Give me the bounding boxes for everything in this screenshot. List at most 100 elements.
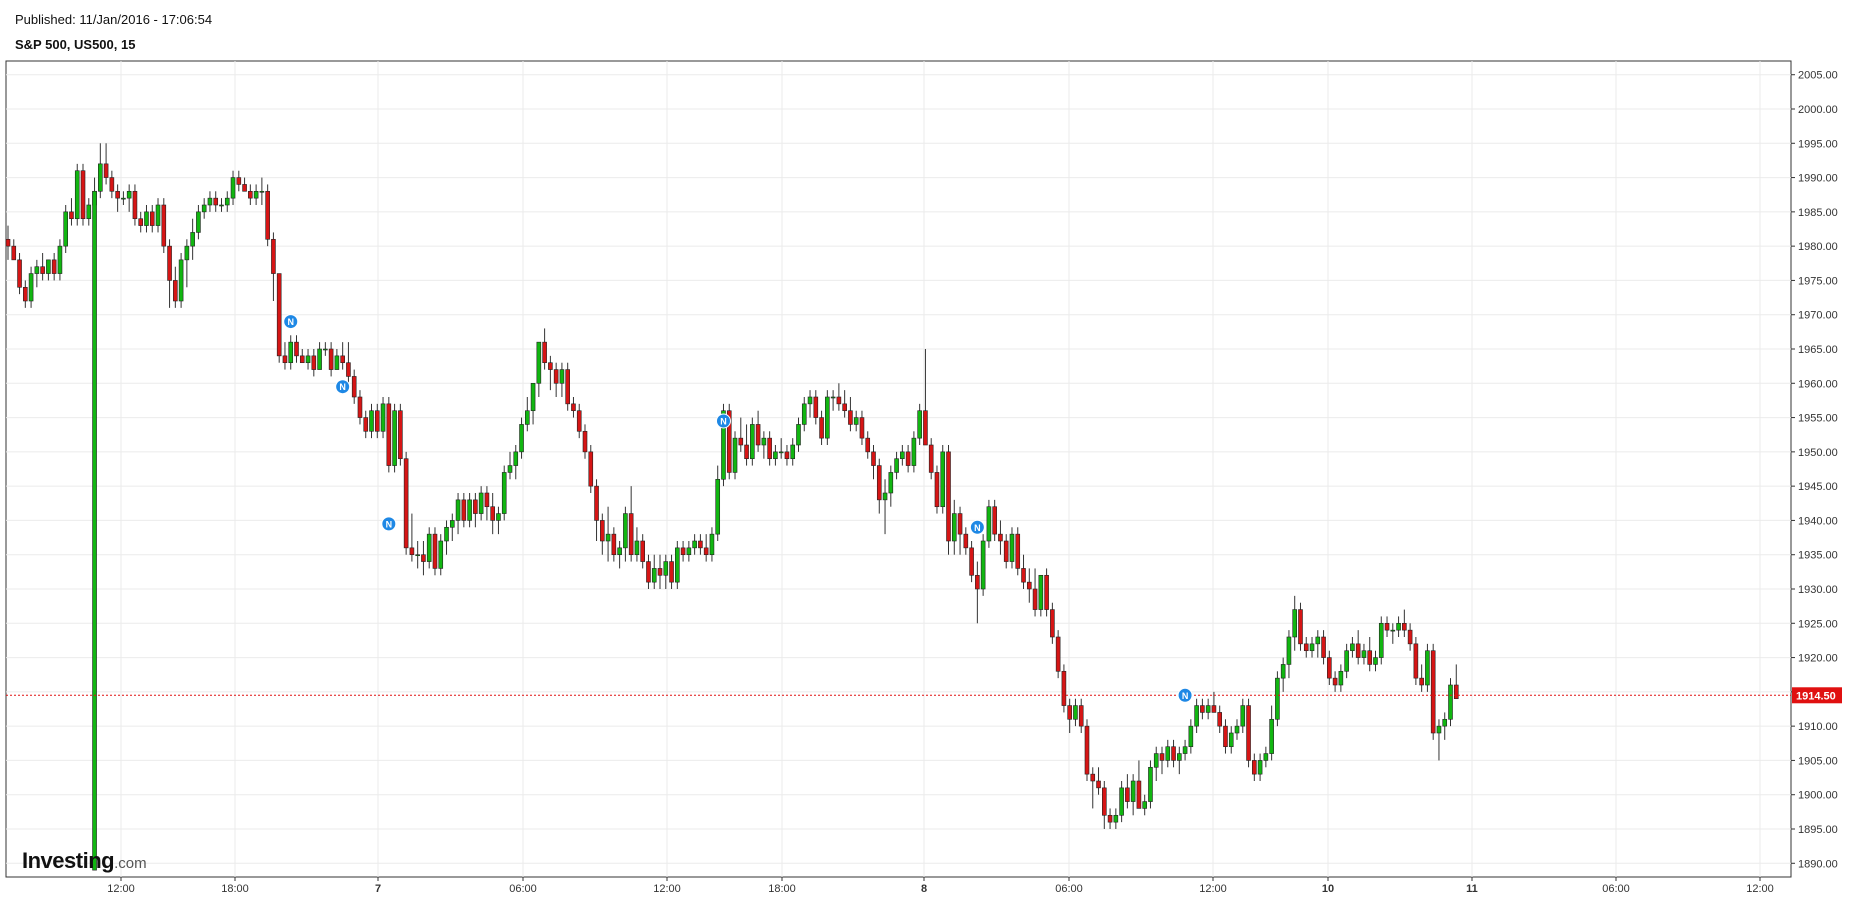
current-price-label: 1914.50 <box>1796 690 1836 702</box>
candle-body <box>253 190 259 199</box>
candle-body <box>871 451 876 466</box>
x-tick-label: 12:00 <box>1746 883 1774 895</box>
candle-body <box>1032 588 1038 610</box>
candle-body <box>351 376 357 398</box>
candle-body <box>848 410 853 425</box>
candle-body <box>1130 780 1136 802</box>
candle-body <box>565 369 570 405</box>
x-tick-label: 06:00 <box>1602 883 1630 895</box>
candle-body <box>1194 705 1199 727</box>
news-marker-label: N <box>1182 691 1189 701</box>
candle-body <box>1084 725 1090 775</box>
y-tick-label: 2000.00 <box>1798 104 1838 116</box>
candle-body <box>374 410 380 432</box>
candle-body <box>1234 725 1240 734</box>
candle-body <box>207 197 213 206</box>
candle-body <box>755 424 761 446</box>
x-tick-label: 11 <box>1466 883 1478 895</box>
news-marker-icon[interactable] <box>283 314 299 330</box>
candle-body <box>819 417 824 439</box>
candle-body <box>940 451 946 508</box>
candle-body <box>219 204 224 207</box>
x-tick-label: 18:00 <box>768 883 796 895</box>
candle-body <box>1309 643 1315 652</box>
candle-body <box>23 286 28 302</box>
x-tick-label: 12:00 <box>653 883 681 895</box>
candle-body <box>536 341 542 384</box>
candle-body <box>294 341 299 357</box>
candle-body <box>946 451 951 542</box>
grid <box>6 61 1791 877</box>
candle-body <box>1096 780 1101 789</box>
candle-body <box>605 533 611 542</box>
candle-body <box>317 348 322 370</box>
candle-body <box>1263 753 1269 761</box>
candle-body <box>438 540 444 569</box>
candle-body <box>196 211 201 233</box>
candle-body <box>963 533 969 549</box>
candle-body <box>1327 657 1332 679</box>
candle-body <box>703 547 709 556</box>
news-marker-label: N <box>339 382 346 392</box>
candle-body <box>299 355 305 364</box>
news-markers[interactable]: N N N N N N <box>283 314 1193 703</box>
current-price-badge <box>1792 687 1842 704</box>
candle-body <box>692 540 697 549</box>
news-marker-icon[interactable] <box>1177 687 1193 703</box>
candle-body <box>998 533 1003 542</box>
candle-body <box>600 520 605 542</box>
candle-body <box>224 197 230 206</box>
candle-body <box>1211 705 1217 713</box>
candle-body <box>698 540 703 549</box>
candle-body <box>524 410 530 425</box>
candle-body <box>1102 787 1107 816</box>
candle-body <box>386 403 392 466</box>
price-spike <box>92 190 97 871</box>
candle-body <box>328 348 334 370</box>
candle-body <box>951 513 957 542</box>
candle-body <box>98 163 103 192</box>
candle-body <box>657 568 663 576</box>
candle-body <box>651 568 657 583</box>
y-tick-label: 1895.00 <box>1798 824 1838 836</box>
candle-body <box>103 163 109 178</box>
y-tick-label: 1960.00 <box>1798 378 1838 390</box>
news-marker-icon[interactable] <box>715 413 731 429</box>
candle-body <box>980 540 986 590</box>
candle-body <box>259 190 265 193</box>
news-marker-icon[interactable] <box>381 516 397 532</box>
candle-body <box>1171 746 1176 761</box>
news-marker-icon[interactable] <box>335 379 351 395</box>
candle-body <box>1142 801 1147 809</box>
candle-body <box>900 451 905 460</box>
candle-body <box>357 396 363 418</box>
candle-body <box>490 506 495 521</box>
candle-body <box>1021 568 1026 583</box>
candle-body <box>513 451 519 466</box>
candle-body <box>1448 684 1453 720</box>
candle-body <box>1009 533 1015 562</box>
candle-body <box>761 437 767 446</box>
candle-body <box>646 561 651 583</box>
y-tick-label: 1900.00 <box>1798 790 1838 802</box>
candle-body <box>1252 760 1257 775</box>
candle-body <box>1113 814 1119 823</box>
y-tick-label: 1910.00 <box>1798 721 1838 733</box>
candle-body <box>1430 650 1436 734</box>
candle-body <box>663 561 669 576</box>
y-tick-label: 1965.00 <box>1798 344 1838 356</box>
candle-body <box>853 417 859 425</box>
candle-body <box>1355 643 1361 658</box>
candle-body <box>1384 622 1390 631</box>
news-marker-icon[interactable] <box>969 519 985 535</box>
candle-body <box>46 259 51 274</box>
candle-body <box>1378 622 1384 658</box>
y-tick-label: 1940.00 <box>1798 515 1838 527</box>
candle-body <box>149 211 155 226</box>
candle-body <box>201 204 207 213</box>
candle-body <box>484 492 490 508</box>
candle-body <box>380 403 386 432</box>
candle-body <box>686 547 692 556</box>
candle-body <box>796 424 801 446</box>
